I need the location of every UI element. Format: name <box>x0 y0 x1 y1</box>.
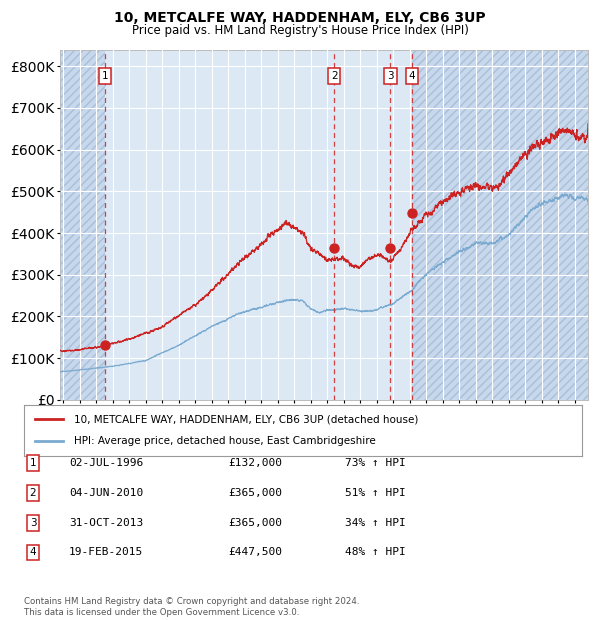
Text: 31-OCT-2013: 31-OCT-2013 <box>69 518 143 528</box>
Text: Price paid vs. HM Land Registry's House Price Index (HPI): Price paid vs. HM Land Registry's House … <box>131 24 469 37</box>
Text: 3: 3 <box>387 71 394 81</box>
Text: 48% ↑ HPI: 48% ↑ HPI <box>345 547 406 557</box>
Text: 19-FEB-2015: 19-FEB-2015 <box>69 547 143 557</box>
Text: £365,000: £365,000 <box>228 488 282 498</box>
Text: £132,000: £132,000 <box>228 458 282 468</box>
Bar <box>412 50 588 400</box>
Text: £447,500: £447,500 <box>228 547 282 557</box>
Text: 3: 3 <box>29 518 37 528</box>
Bar <box>60 50 105 400</box>
Text: 1: 1 <box>102 71 109 81</box>
Text: 1: 1 <box>29 458 37 468</box>
Text: 51% ↑ HPI: 51% ↑ HPI <box>345 488 406 498</box>
Bar <box>412 50 588 400</box>
Text: 4: 4 <box>409 71 415 81</box>
Text: 2: 2 <box>331 71 338 81</box>
Text: 4: 4 <box>29 547 37 557</box>
Text: £365,000: £365,000 <box>228 518 282 528</box>
Bar <box>60 50 105 400</box>
Text: HPI: Average price, detached house, East Cambridgeshire: HPI: Average price, detached house, East… <box>74 436 376 446</box>
Text: 34% ↑ HPI: 34% ↑ HPI <box>345 518 406 528</box>
Text: Contains HM Land Registry data © Crown copyright and database right 2024.
This d: Contains HM Land Registry data © Crown c… <box>24 598 359 617</box>
Text: 10, METCALFE WAY, HADDENHAM, ELY, CB6 3UP: 10, METCALFE WAY, HADDENHAM, ELY, CB6 3U… <box>114 11 486 25</box>
Text: 73% ↑ HPI: 73% ↑ HPI <box>345 458 406 468</box>
Text: 02-JUL-1996: 02-JUL-1996 <box>69 458 143 468</box>
Text: 10, METCALFE WAY, HADDENHAM, ELY, CB6 3UP (detached house): 10, METCALFE WAY, HADDENHAM, ELY, CB6 3U… <box>74 414 419 424</box>
Text: 2: 2 <box>29 488 37 498</box>
Text: 04-JUN-2010: 04-JUN-2010 <box>69 488 143 498</box>
